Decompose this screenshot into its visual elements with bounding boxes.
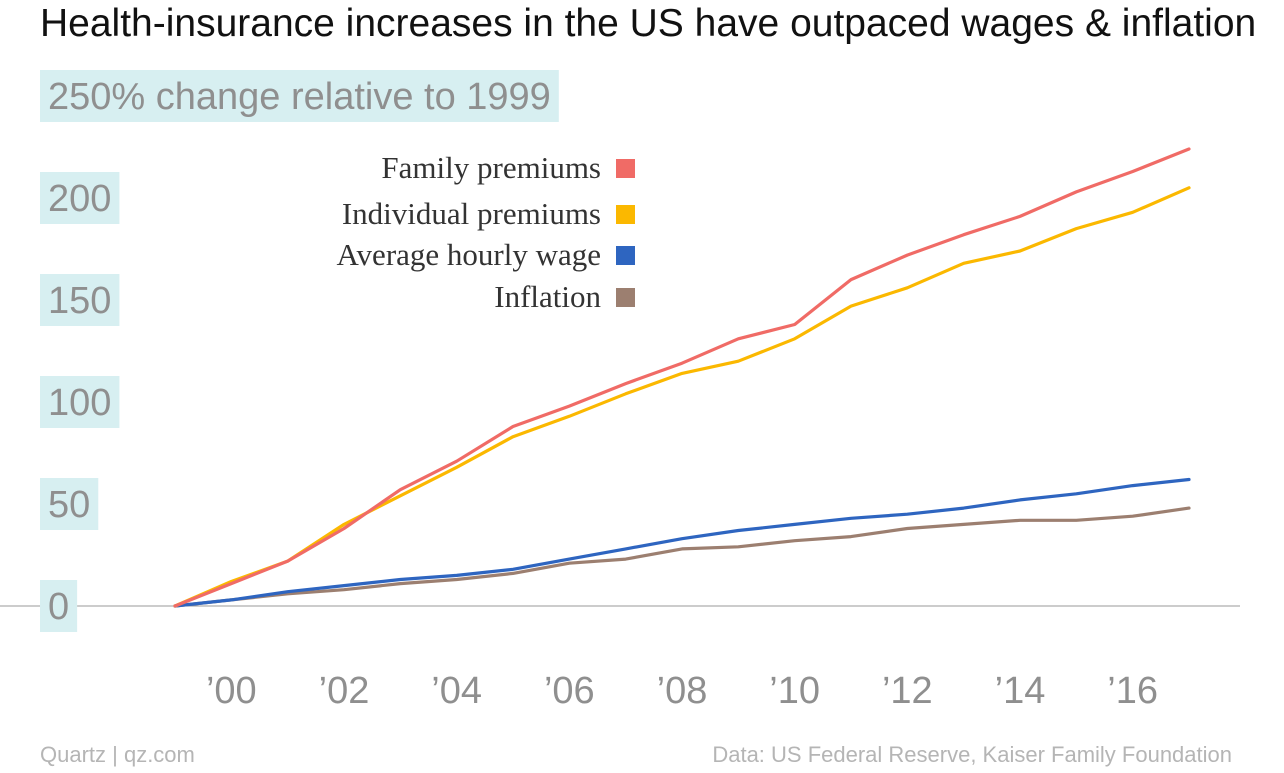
- legend-swatch-average-hourly-wage: [616, 246, 635, 265]
- legend-swatch-individual-premiums: [616, 205, 635, 224]
- x-tick-label: ’06: [544, 670, 595, 712]
- y-tick-label: 250% change relative to 1999: [48, 76, 551, 118]
- legend-swatch-family-premiums: [616, 159, 635, 178]
- legend-label-individual-premiums: Individual premiums: [342, 196, 601, 231]
- series-line-inflation: [173, 506, 1191, 608]
- legend-swatch-inflation: [616, 288, 635, 307]
- y-tick-label-bg: [40, 274, 120, 326]
- series-line-individual-premiums: [173, 186, 1191, 608]
- legend-label-family-premiums: Family premiums: [381, 150, 601, 185]
- x-tick-label: ’14: [995, 670, 1046, 712]
- y-tick-label: 100: [48, 382, 111, 424]
- legend-label-inflation: Inflation: [494, 279, 601, 314]
- y-axis: 0 50 100 150 200 250% change relative to 1999: [40, 70, 559, 632]
- x-axis: ’00 ’02 ’04 ’06 ’08 ’10 ’12 ’14 ’16: [206, 670, 1158, 712]
- x-tick-label: ’04: [431, 670, 482, 712]
- y-tick-label-bg: [40, 172, 120, 224]
- x-tick-label: ’16: [1107, 670, 1158, 712]
- x-tick-label: ’00: [206, 670, 257, 712]
- source-text: Data: US Federal Reserve, Kaiser Family …: [712, 742, 1232, 767]
- y-tick-label: 200: [48, 178, 111, 220]
- y-tick-label-bg: [40, 376, 120, 428]
- y-tick-label: 50: [48, 484, 90, 526]
- series-line-family-premiums: [173, 147, 1191, 608]
- series-lines: [173, 147, 1191, 608]
- x-tick-label: ’08: [657, 670, 708, 712]
- y-tick-label: 0: [48, 586, 69, 628]
- legend: Family premiums Individual premiums Averag…: [336, 150, 635, 314]
- y-tick-label-bg: [40, 478, 99, 530]
- y-tick-label: 150: [48, 280, 111, 322]
- y-tick-label-bg: [40, 580, 78, 632]
- credit-text: Quartz | qz.com: [40, 742, 195, 767]
- x-tick-label: ’10: [769, 670, 820, 712]
- x-tick-label: ’02: [319, 670, 370, 712]
- y-tick-label-bg: [40, 70, 559, 122]
- legend-label-average-hourly-wage: Average hourly wage: [336, 237, 601, 272]
- chart-title: Health-insurance increases in the US hav…: [40, 2, 1257, 45]
- x-tick-label: ’12: [882, 670, 933, 712]
- series-line-average-hourly-wage: [173, 477, 1191, 608]
